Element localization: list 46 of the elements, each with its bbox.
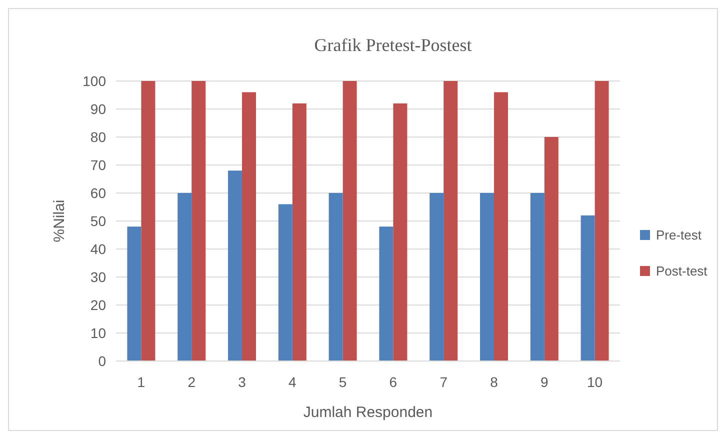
bar xyxy=(141,81,156,361)
y-tick-label: 90 xyxy=(90,100,106,117)
y-tick-label: 70 xyxy=(90,156,106,173)
y-tick-label: 60 xyxy=(90,184,106,201)
y-axis-title: %Nilai xyxy=(51,200,68,242)
bar xyxy=(494,92,508,361)
x-tick-label: 2 xyxy=(188,374,196,390)
bar xyxy=(328,193,343,361)
y-tick-label: 30 xyxy=(90,268,106,285)
x-tick-label: 5 xyxy=(338,374,347,390)
chart-title: Grafik Pretest-Postest xyxy=(314,35,472,55)
bar xyxy=(580,215,595,361)
bar xyxy=(127,226,142,361)
bar xyxy=(228,170,242,361)
y-tick-label: 80 xyxy=(90,128,106,145)
y-tick-label: 0 xyxy=(98,352,106,369)
x-tick-label: 1 xyxy=(137,374,146,390)
x-tick-label: 8 xyxy=(490,374,498,390)
x-tick-label: 4 xyxy=(288,374,296,390)
x-tick-label: 7 xyxy=(440,374,448,390)
bar xyxy=(242,92,256,361)
bar xyxy=(544,137,558,361)
bar xyxy=(292,103,306,361)
y-tick-label: 20 xyxy=(90,296,106,313)
bar xyxy=(393,103,408,361)
x-axis-title: Jumlah Responden xyxy=(303,404,433,421)
bar xyxy=(342,81,357,361)
bar xyxy=(430,193,444,361)
legend-label: Post-test xyxy=(656,264,708,279)
bar xyxy=(192,81,206,361)
y-tick-label: 10 xyxy=(90,324,106,341)
x-tick-label: 9 xyxy=(540,374,548,390)
y-tick-label: 100 xyxy=(82,72,106,89)
bar xyxy=(379,226,394,361)
bar xyxy=(480,193,494,361)
x-tick-label: 10 xyxy=(587,374,603,390)
bar xyxy=(178,193,192,361)
bar xyxy=(444,81,458,361)
bar xyxy=(594,81,609,361)
y-tick-label: 50 xyxy=(90,212,106,229)
bar xyxy=(530,193,544,361)
legend-label: Pre-test xyxy=(656,228,702,243)
y-tick-label: 40 xyxy=(90,240,106,257)
bar xyxy=(278,204,292,361)
x-tick-label: 3 xyxy=(238,374,246,390)
x-tick-label: 6 xyxy=(389,374,398,390)
